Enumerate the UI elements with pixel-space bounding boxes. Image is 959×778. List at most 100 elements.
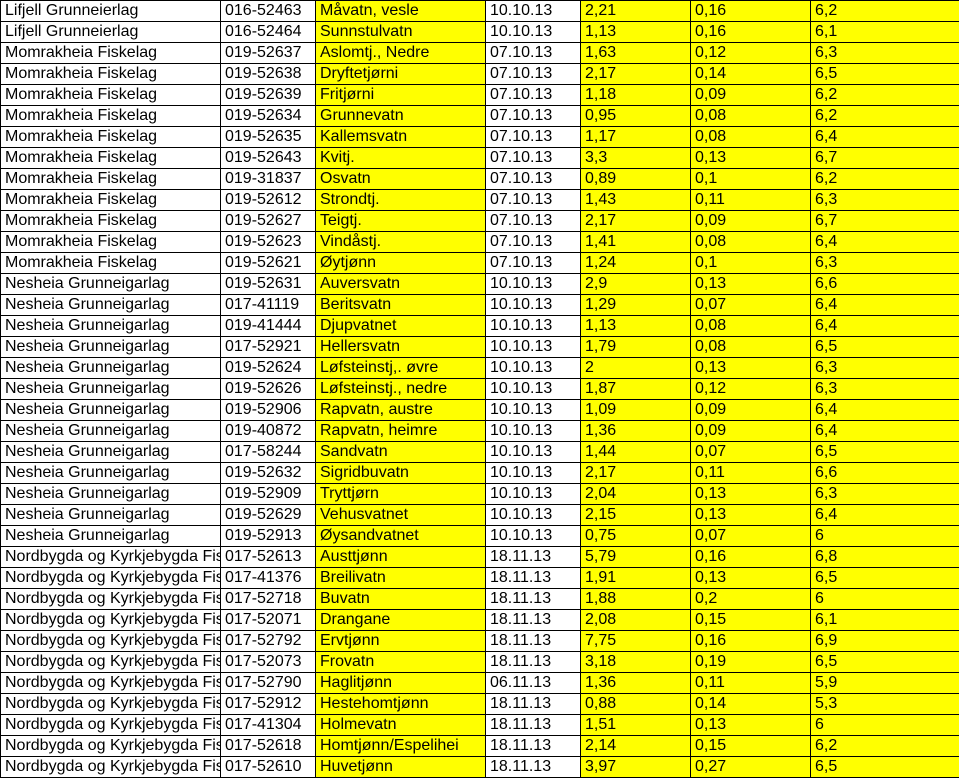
table-row: Nesheia Grunneigarlag017-41119Beritsvatn… [1,295,959,316]
cell-val-a: 1,43 [581,190,691,211]
cell-code: 017-58244 [221,442,316,463]
cell-date: 18.11.13 [486,547,581,568]
cell-code: 019-52638 [221,64,316,85]
cell-name: Tryttjørn [316,484,486,505]
cell-owner: Nordbygda og Kyrkjebygda Fisk [1,694,221,715]
cell-owner: Momrakheia Fiskelag [1,232,221,253]
table-row: Nordbygda og Kyrkjebygda Fisk017-52613Au… [1,547,959,568]
cell-name: Vehusvatnet [316,505,486,526]
cell-date: 10.10.13 [486,505,581,526]
cell-val-a: 0,88 [581,694,691,715]
cell-name: Beritsvatn [316,295,486,316]
cell-code: 017-52073 [221,652,316,673]
cell-name: Homtjønn/Espelihei [316,736,486,757]
cell-code: 017-52618 [221,736,316,757]
cell-val-b: 0,15 [691,736,811,757]
table-row: Nesheia Grunneigarlag019-40872Rapvatn, h… [1,421,959,442]
cell-val-b: 0,07 [691,295,811,316]
cell-name: Breilivatn [316,568,486,589]
cell-name: Hestehomtjønn [316,694,486,715]
cell-code: 019-52913 [221,526,316,547]
cell-name: Hellersvatn [316,337,486,358]
cell-owner: Nesheia Grunneigarlag [1,358,221,379]
cell-val-a: 2,04 [581,484,691,505]
cell-val-c: 6,5 [811,757,959,778]
cell-val-b: 0,09 [691,421,811,442]
table-row: Nesheia Grunneigarlag019-52631Auversvatn… [1,274,959,295]
cell-val-c: 6,5 [811,64,959,85]
cell-code: 019-41444 [221,316,316,337]
cell-val-c: 6,3 [811,190,959,211]
cell-date: 18.11.13 [486,631,581,652]
cell-name: Frovatn [316,652,486,673]
cell-code: 019-52627 [221,211,316,232]
cell-code: 019-52629 [221,505,316,526]
cell-val-c: 6,9 [811,631,959,652]
table-row: Momrakheia Fiskelag019-52612Strondtj.07.… [1,190,959,211]
cell-date: 07.10.13 [486,253,581,274]
cell-val-a: 1,41 [581,232,691,253]
cell-val-c: 6 [811,589,959,610]
cell-val-a: 1,18 [581,85,691,106]
cell-val-a: 0,89 [581,169,691,190]
cell-owner: Nordbygda og Kyrkjebygda Fisk [1,547,221,568]
cell-code: 019-52637 [221,43,316,64]
table-row: Nesheia Grunneigarlag019-52624Løfsteinst… [1,358,959,379]
cell-val-c: 6,4 [811,400,959,421]
cell-owner: Nesheia Grunneigarlag [1,421,221,442]
cell-date: 18.11.13 [486,715,581,736]
cell-owner: Nesheia Grunneigarlag [1,484,221,505]
cell-val-c: 6,5 [811,568,959,589]
table-row: Nordbygda og Kyrkjebygda Fisk017-52073Fr… [1,652,959,673]
cell-date: 18.11.13 [486,589,581,610]
cell-val-b: 0,16 [691,22,811,43]
cell-val-b: 0,11 [691,190,811,211]
cell-val-c: 6,6 [811,463,959,484]
cell-val-b: 0,08 [691,232,811,253]
cell-code: 019-52643 [221,148,316,169]
table-row: Momrakheia Fiskelag019-52623Vindåstj.07.… [1,232,959,253]
cell-val-c: 6,3 [811,43,959,64]
cell-owner: Nordbygda og Kyrkjebygda Fisk [1,673,221,694]
cell-val-a: 1,09 [581,400,691,421]
cell-name: Rapvatn, heimre [316,421,486,442]
cell-val-b: 0,11 [691,673,811,694]
cell-date: 07.10.13 [486,169,581,190]
cell-val-a: 7,75 [581,631,691,652]
cell-val-b: 0,07 [691,442,811,463]
cell-date: 10.10.13 [486,379,581,400]
cell-val-b: 0,13 [691,484,811,505]
cell-owner: Momrakheia Fiskelag [1,211,221,232]
cell-code: 017-52912 [221,694,316,715]
cell-owner: Nesheia Grunneigarlag [1,526,221,547]
cell-name: Fritjørni [316,85,486,106]
cell-owner: Momrakheia Fiskelag [1,106,221,127]
table-row: Momrakheia Fiskelag019-52627Teigtj.07.10… [1,211,959,232]
cell-val-a: 2,17 [581,211,691,232]
cell-code: 017-52071 [221,610,316,631]
cell-date: 10.10.13 [486,421,581,442]
cell-code: 019-52624 [221,358,316,379]
cell-date: 10.10.13 [486,22,581,43]
cell-val-c: 6 [811,715,959,736]
cell-val-b: 0,07 [691,526,811,547]
cell-owner: Nordbygda og Kyrkjebygda Fisk [1,610,221,631]
cell-name: Sigridbuvatn [316,463,486,484]
cell-val-b: 0,13 [691,274,811,295]
cell-date: 07.10.13 [486,190,581,211]
cell-val-c: 6,3 [811,379,959,400]
cell-code: 019-40872 [221,421,316,442]
cell-val-a: 2,21 [581,1,691,22]
cell-val-a: 1,24 [581,253,691,274]
cell-date: 10.10.13 [486,526,581,547]
cell-val-a: 1,36 [581,673,691,694]
table-row: Nordbygda og Kyrkjebygda Fisk017-52618Ho… [1,736,959,757]
cell-date: 06.11.13 [486,673,581,694]
cell-val-a: 2,17 [581,463,691,484]
cell-name: Løfsteinstj., nedre [316,379,486,400]
cell-val-c: 6,4 [811,316,959,337]
cell-date: 07.10.13 [486,85,581,106]
cell-val-b: 0,1 [691,169,811,190]
cell-val-a: 1,44 [581,442,691,463]
cell-code: 019-52612 [221,190,316,211]
